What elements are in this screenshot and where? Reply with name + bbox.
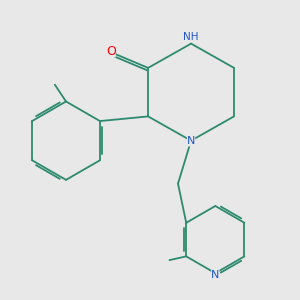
Text: O: O	[106, 45, 116, 58]
Text: N: N	[187, 136, 195, 146]
Text: NH: NH	[183, 32, 199, 42]
Text: N: N	[211, 270, 220, 280]
